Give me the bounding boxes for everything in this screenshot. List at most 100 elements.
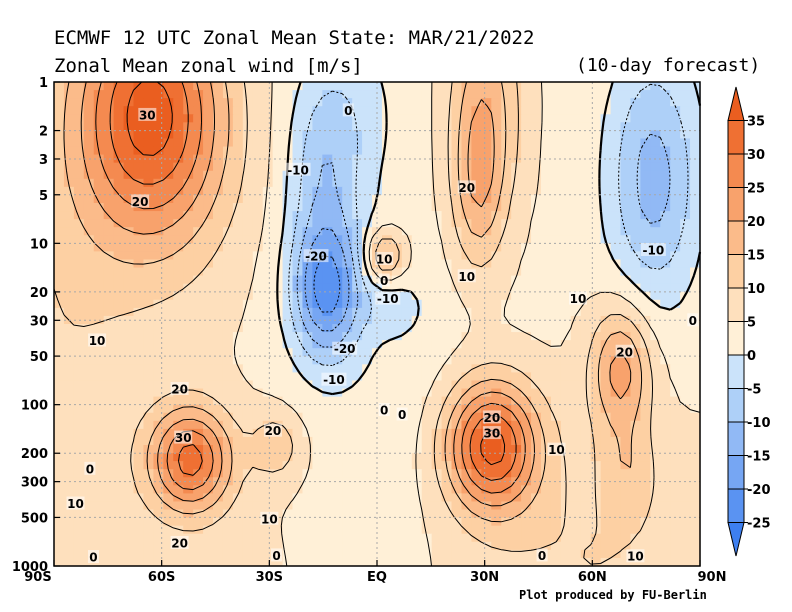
colorbar-box [727, 254, 745, 289]
contour-label-bg [687, 313, 699, 327]
contour-label-bg [482, 410, 501, 424]
colorbar-box [727, 287, 745, 322]
x-tick-label: 90S [24, 570, 51, 585]
contour-label-bg [271, 548, 283, 562]
contour-label: 20 [132, 195, 149, 209]
contour-30 [109, 81, 517, 481]
contour-label-bg [536, 548, 548, 562]
contour-label: 30 [175, 431, 192, 445]
contour-label-bg [342, 103, 354, 117]
contour-label-bg [170, 535, 189, 549]
contour--20 [313, 255, 341, 313]
grid-lines [54, 82, 700, 566]
contour-label-bg [332, 341, 358, 355]
colorbar-label: 25 [747, 182, 765, 197]
contour-label: 10 [261, 512, 278, 526]
colorbar-label: 30 [747, 148, 765, 163]
contour-label-bg [263, 423, 282, 437]
contour-label: 10 [67, 497, 84, 511]
contour--15 [304, 228, 350, 332]
contour-15 [63, 81, 643, 523]
colorbar-label: 5 [747, 316, 756, 331]
chart-subtitle: Zonal Mean zonal wind [m/s] [54, 55, 363, 77]
contour-label: 20 [483, 411, 500, 425]
colorbar-box [727, 187, 745, 222]
x-axis: 90S 60S 30S EQ 30N 60N 90N [24, 560, 726, 585]
contour-label: 0 [380, 274, 388, 288]
contour-label: 0 [344, 104, 352, 118]
contour-label: 20 [458, 181, 475, 195]
colorbar-arrow-bottom [727, 522, 745, 557]
colorbar-box [727, 354, 745, 389]
contour-label: 10 [627, 550, 644, 564]
y-tick-label: 1000 [12, 560, 48, 575]
colorbar-box [727, 421, 745, 456]
contour-label-bg [482, 426, 501, 440]
contour-label: 10 [548, 443, 565, 457]
y-tick-label: 1 [39, 76, 48, 91]
colorbar-label: 15 [747, 249, 765, 264]
contour-label: -20 [334, 342, 356, 356]
contour-lines [53, 81, 702, 567]
colorbar-label: -15 [747, 450, 771, 465]
y-tick-label: 500 [21, 511, 48, 526]
contour-label: 0 [380, 404, 388, 418]
contour-label: -10 [323, 373, 345, 387]
contour-label-bg [66, 496, 85, 510]
contour-10 [53, 81, 655, 565]
contour-0 [276, 81, 702, 396]
y-tick-label: 200 [21, 447, 48, 462]
contour-label-bg [174, 430, 193, 444]
contour-label: 0 [272, 549, 280, 563]
colorbar-label: 35 [747, 115, 765, 130]
colorbar-box [727, 120, 745, 155]
colorbar-box [727, 488, 745, 523]
x-tick-label: 60N [578, 570, 607, 585]
contour-label: -10 [377, 292, 399, 306]
contour-label-bg [131, 194, 150, 208]
colorbar-arrow-top [727, 86, 745, 121]
contour-label-bg [615, 344, 634, 358]
contour-label: 30 [139, 108, 156, 122]
colorbar-label: -25 [747, 517, 771, 532]
colorbar-label: -20 [747, 483, 771, 498]
contour--5 [288, 83, 689, 366]
colorbar-label: 10 [747, 282, 765, 297]
contour-label: 10 [458, 270, 475, 284]
x-tick-label: 30S [256, 570, 283, 585]
contour-label: -20 [305, 250, 327, 264]
contour-label: 20 [616, 345, 633, 359]
contour-label-bg [640, 243, 666, 257]
contour-label-bg [626, 549, 645, 563]
y-tick-label: 10 [30, 237, 48, 252]
contour-label-bg [568, 291, 587, 305]
contour-label-bg [170, 382, 189, 396]
contour-label: 0 [538, 549, 546, 563]
contour-label-bg [378, 273, 390, 287]
y-tick-label: 3 [39, 153, 48, 168]
chart-title: ECMWF 12 UTC Zonal Mean State: MAR/21/20… [54, 27, 535, 49]
contour-label-bg [378, 403, 390, 417]
y-tick-label: 300 [21, 476, 48, 491]
contour-label-bg [285, 162, 311, 176]
contour-label-bg [375, 251, 394, 265]
contour-label: 10 [89, 334, 106, 348]
y-tick-label: 100 [21, 399, 48, 414]
contour-label-bg [84, 461, 96, 475]
contour-5 [233, 81, 701, 567]
y-tick-label: 2 [39, 125, 48, 140]
contour-label: 30 [483, 427, 500, 441]
contour-label: -10 [643, 244, 665, 258]
contour-label: 10 [570, 292, 587, 306]
colorbar-label: -10 [747, 416, 771, 431]
contour-label-bg [457, 180, 476, 194]
x-tick-label: EQ [367, 570, 387, 585]
colorbar: 35 30 25 20 15 10 5 0 -5 -10 -15 -20 -25 [727, 86, 771, 557]
y-tick-label: 20 [30, 286, 48, 301]
contour-label-bg [375, 291, 401, 305]
y-tick-label: 5 [39, 189, 48, 204]
x-tick-label: 30N [470, 570, 499, 585]
y-tick-label: 30 [30, 314, 48, 329]
